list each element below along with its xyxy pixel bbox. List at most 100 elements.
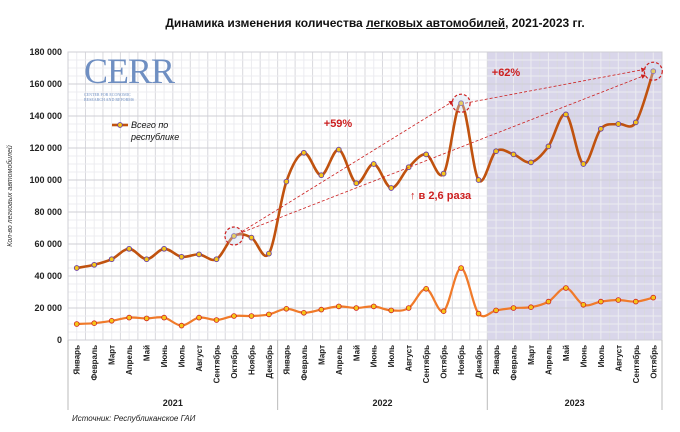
highlight-circle xyxy=(643,61,663,81)
data-point-secondary xyxy=(283,305,290,312)
x-tick-label: Сентябрь xyxy=(422,345,431,383)
data-point-main xyxy=(213,256,220,263)
data-point-secondary xyxy=(528,304,534,311)
data-point-secondary xyxy=(178,322,185,329)
data-point-main xyxy=(493,148,499,155)
data-point-main xyxy=(301,149,307,156)
x-tick-label: Май xyxy=(562,345,571,361)
data-point-secondary xyxy=(73,321,80,327)
y-tick-label: 140 000 xyxy=(29,111,62,121)
x-tick-label: Июнь xyxy=(370,345,379,367)
data-point-main xyxy=(545,143,552,150)
x-tick-label: Сентябрь xyxy=(632,345,641,383)
data-point-secondary xyxy=(650,294,657,301)
data-point-secondary xyxy=(615,297,622,303)
year-label: 2022 xyxy=(372,398,392,408)
y-tick-label: 100 000 xyxy=(29,175,62,185)
x-tick-label: Октябрь xyxy=(649,345,658,379)
x-tick-label: Декабрь xyxy=(265,345,274,379)
data-point-main xyxy=(405,164,412,171)
series-line-main xyxy=(76,70,655,270)
y-tick-label: 20 000 xyxy=(34,303,62,313)
data-point-secondary xyxy=(545,298,552,305)
data-point-secondary xyxy=(388,307,395,314)
annotation-arrow xyxy=(237,100,454,235)
data-point-main xyxy=(143,256,150,263)
y-tick-label: 60 000 xyxy=(34,239,62,249)
annotation-arrow xyxy=(237,74,647,235)
data-point-main xyxy=(91,261,98,268)
x-tick-label: Август xyxy=(614,345,623,372)
data-point-main xyxy=(580,161,587,167)
y-tick-label: 40 000 xyxy=(34,271,62,281)
highlight-circle xyxy=(224,226,244,246)
data-point-main xyxy=(440,170,447,177)
x-tick-label: Ноябрь xyxy=(457,345,466,375)
annotation-arrow xyxy=(465,67,647,104)
data-point-secondary xyxy=(213,317,220,323)
highlight-circle xyxy=(451,93,471,113)
y-tick-label: 0 xyxy=(57,335,62,345)
data-point-secondary xyxy=(370,303,377,310)
data-point-main xyxy=(598,125,604,132)
x-tick-label: Март xyxy=(108,345,117,365)
data-point-secondary xyxy=(161,314,167,321)
x-tick-label: Август xyxy=(405,345,414,372)
annotation-59: +59% xyxy=(324,118,353,130)
series-line-secondary xyxy=(76,266,654,327)
x-tick-label: Октябрь xyxy=(440,345,449,379)
data-point-secondary xyxy=(493,307,499,314)
data-point-secondary xyxy=(301,309,307,316)
x-tick-label: Февраль xyxy=(90,345,99,381)
x-tick-label: Апрель xyxy=(125,345,134,375)
data-point-main xyxy=(388,185,395,191)
data-point-secondary xyxy=(143,315,150,322)
data-point-main xyxy=(335,146,342,153)
y-axis-label: Кол-во легковых автомобилей xyxy=(6,145,14,247)
x-tick-label: Март xyxy=(317,345,326,365)
data-point-main xyxy=(196,251,202,258)
x-tick-label: Март xyxy=(527,345,536,365)
y-tick-label: 80 000 xyxy=(34,207,62,217)
data-point-secondary xyxy=(266,311,272,318)
x-tick-label: Июль xyxy=(178,345,187,367)
x-tick-label: Август xyxy=(195,345,204,372)
x-tick-label: Январь xyxy=(282,345,291,375)
data-point-main xyxy=(370,161,377,167)
data-point-secondary xyxy=(580,301,587,308)
data-point-secondary xyxy=(632,298,639,305)
legend-marker xyxy=(117,122,123,128)
data-point-main xyxy=(161,245,167,252)
y-tick-label: 120 000 xyxy=(29,143,62,153)
data-point-secondary xyxy=(458,265,464,271)
title-part-2: легковых автомобилей xyxy=(366,16,506,30)
annotation-62: +62% xyxy=(492,67,521,79)
data-point-main xyxy=(108,256,115,263)
data-point-secondary xyxy=(108,317,115,324)
logo-text: CERR xyxy=(84,51,175,91)
x-tick-label: Октябрь xyxy=(230,345,239,379)
annotation-2-6x: ↑ в 2,6 раза xyxy=(410,190,472,202)
year-label: 2023 xyxy=(565,398,585,408)
data-point-secondary xyxy=(91,320,98,327)
x-tick-label: Июнь xyxy=(160,345,169,367)
data-point-main xyxy=(353,180,360,187)
data-point-main xyxy=(475,177,482,183)
x-tick-label: Июль xyxy=(387,345,396,367)
x-tick-label: Май xyxy=(352,345,361,361)
data-point-main xyxy=(126,245,132,252)
x-tick-label: Июль xyxy=(597,345,606,367)
logo-subtitle: CENTER FOR ECONOMIC RESEARCH AND REFORMS xyxy=(84,92,135,102)
data-point-secondary xyxy=(248,313,255,319)
x-tick-label: Июнь xyxy=(579,345,588,367)
data-point-secondary xyxy=(335,303,342,310)
data-point-main xyxy=(423,151,429,158)
data-point-main xyxy=(178,253,185,260)
data-point-main xyxy=(231,233,237,239)
x-tick-label: Май xyxy=(143,345,152,361)
x-tick-label: Январь xyxy=(492,345,501,375)
data-point-main xyxy=(248,234,255,241)
x-tick-label: Апрель xyxy=(544,345,553,375)
data-point-secondary xyxy=(353,305,360,311)
